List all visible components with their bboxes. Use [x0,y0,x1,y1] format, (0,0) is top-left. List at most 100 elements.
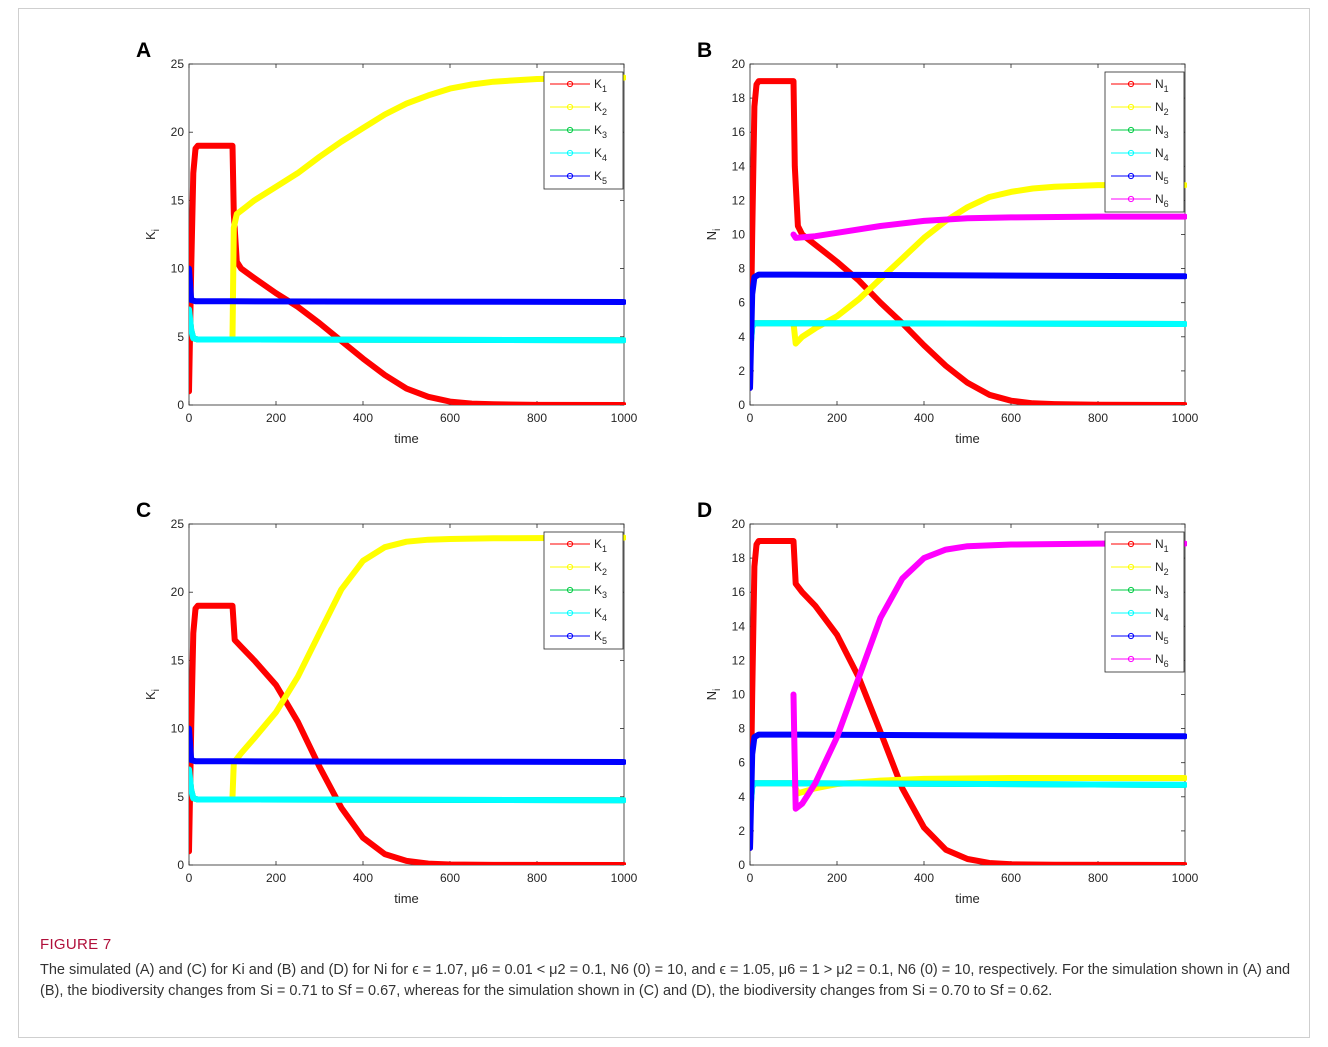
legend-marker [566,172,574,180]
legend: K1 K2 K3 K4 K5 [543,71,624,190]
legend-marker [1127,195,1135,203]
y-tick-label: 0 [177,398,184,412]
legend-marker [566,609,574,617]
legend-label: N4 [1155,146,1169,163]
legend-label: N3 [1155,123,1169,140]
x-tick-label: 200 [266,871,286,885]
legend-marker [566,80,574,88]
legend-marker [566,632,574,640]
figure-label: FIGURE 7 [40,936,112,953]
x-tick-label: 400 [914,411,934,425]
panel-B: B 0 200 400 600 800 1000 0 2 4 6 8 10 12 14 16 18 20 time N… [697,39,1199,446]
x-axis-label: time [394,891,419,906]
y-tick-label: 10 [171,722,185,736]
legend-label: N1 [1155,77,1169,94]
series-line-n1 [750,538,1187,865]
y-tick-label: 25 [171,517,185,531]
legend-label: N5 [1155,629,1169,646]
legend-label: K3 [594,123,607,140]
y-tick-label: 20 [732,517,746,531]
y-tick-label: 4 [738,330,745,344]
panel-A: A 0 200 400 600 800 1000 0 5 10 15 20 25 time Ki K1 K2 K3… [136,39,638,446]
x-tick-label: 800 [527,871,547,885]
y-tick-label: 10 [171,262,185,276]
series-line-n6 [790,213,1187,241]
x-tick-label: 1000 [611,411,638,425]
y-tick-label: 5 [177,330,184,344]
y-tick-label: 2 [738,364,745,378]
legend-marker [1127,563,1135,571]
series-line-n1 [750,78,1187,405]
y-tick-label: 14 [732,159,746,173]
x-tick-label: 600 [440,411,460,425]
legend-marker [1127,172,1135,180]
legend-label: N3 [1155,583,1169,600]
legend-label: K1 [594,77,607,94]
legend-label: N6 [1155,192,1169,209]
legend-marker [1127,126,1135,134]
y-tick-label: 10 [732,688,746,702]
legend-marker [1127,540,1135,548]
x-tick-label: 200 [827,871,847,885]
y-tick-label: 10 [732,228,746,242]
legend-label: K4 [594,146,607,163]
legend: N1 N2 N3 N4 N5 N6 [1104,531,1185,673]
x-tick-label: 400 [353,871,373,885]
x-tick-label: 1000 [611,871,638,885]
y-tick-label: 20 [171,585,185,599]
y-tick-label: 6 [738,756,745,770]
y-axis-label: Ni [704,689,723,701]
series-line-k1 [189,142,626,405]
x-tick-label: 600 [1001,871,1021,885]
legend: K1 K2 K3 K4 K5 [543,531,624,650]
figure-frame [18,8,1310,1038]
legend-label: N2 [1155,100,1169,117]
panel-letter: A [136,39,151,62]
legend-marker [1127,609,1135,617]
y-tick-label: 6 [738,296,745,310]
x-axis-label: time [394,431,419,446]
y-tick-label: 4 [738,790,745,804]
y-tick-label: 0 [738,398,745,412]
legend: N1 N2 N3 N4 N5 N6 [1104,71,1185,213]
y-axis-label: Ki [143,229,162,240]
series-line-n2 [790,182,1187,347]
legend-label: N6 [1155,652,1169,669]
x-tick-label: 800 [1088,871,1108,885]
panel-D: D 0 200 400 600 800 1000 0 2 4 6 8 10 12 14 16 18 20 time N… [697,499,1199,906]
x-tick-label: 600 [1001,411,1021,425]
series-line-n6 [790,540,1187,812]
x-tick-label: 400 [353,411,373,425]
x-tick-label: 0 [186,871,193,885]
x-tick-label: 200 [827,411,847,425]
figure-caption: FIGURE 7 The simulated (A) and (C) for K… [40,936,1295,1002]
series-line-k4 [189,766,626,804]
legend-label: K5 [594,169,607,186]
x-axis-label: time [955,891,980,906]
series-line-k1 [189,602,626,865]
x-tick-label: 800 [527,411,547,425]
x-axis-label: time [955,431,980,446]
series-line-n5 [750,271,1187,391]
series-line-k4 [189,306,626,344]
legend-marker [566,540,574,548]
legend-label: N2 [1155,560,1169,577]
series-line-n5 [750,731,1187,851]
y-tick-label: 5 [177,790,184,804]
x-tick-label: 400 [914,871,934,885]
y-axis-label: Ni [704,229,723,241]
legend-marker [566,103,574,111]
y-tick-label: 8 [738,262,745,276]
x-tick-label: 1000 [1172,411,1199,425]
legend-marker [1127,586,1135,594]
y-tick-label: 16 [732,125,746,139]
legend-marker [1127,632,1135,640]
y-tick-label: 0 [177,858,184,872]
legend-marker [1127,655,1135,663]
legend-marker [1127,149,1135,157]
legend-marker [1127,103,1135,111]
figure-plots: A0 200 400 600 800 10000510152025timeKiK1K2K3… [136,39,1199,906]
legend-label: N5 [1155,169,1169,186]
y-tick-label: 20 [171,125,185,139]
figure-caption-text: The simulated (A) and (C) for Ki and (B)… [40,962,1291,999]
